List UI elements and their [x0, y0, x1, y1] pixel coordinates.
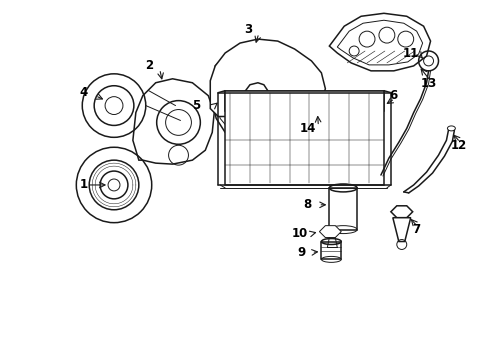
Text: 5: 5 [192, 99, 200, 112]
Text: 13: 13 [420, 77, 437, 90]
Text: 1: 1 [79, 179, 87, 192]
Polygon shape [319, 226, 341, 238]
Polygon shape [329, 13, 431, 71]
Text: 6: 6 [390, 89, 398, 102]
Polygon shape [321, 242, 341, 260]
Polygon shape [391, 206, 413, 218]
Text: 3: 3 [244, 23, 252, 36]
Text: 4: 4 [79, 86, 87, 99]
Text: 12: 12 [450, 139, 466, 152]
Text: 9: 9 [297, 246, 306, 259]
Text: 8: 8 [303, 198, 312, 211]
Polygon shape [210, 39, 325, 121]
Polygon shape [393, 218, 411, 242]
Text: 14: 14 [299, 122, 316, 135]
Polygon shape [225, 91, 384, 111]
Text: 10: 10 [292, 227, 308, 240]
Text: 2: 2 [145, 59, 153, 72]
Polygon shape [329, 188, 357, 230]
Polygon shape [225, 91, 384, 185]
Text: 7: 7 [413, 223, 421, 236]
Text: 11: 11 [403, 48, 419, 60]
